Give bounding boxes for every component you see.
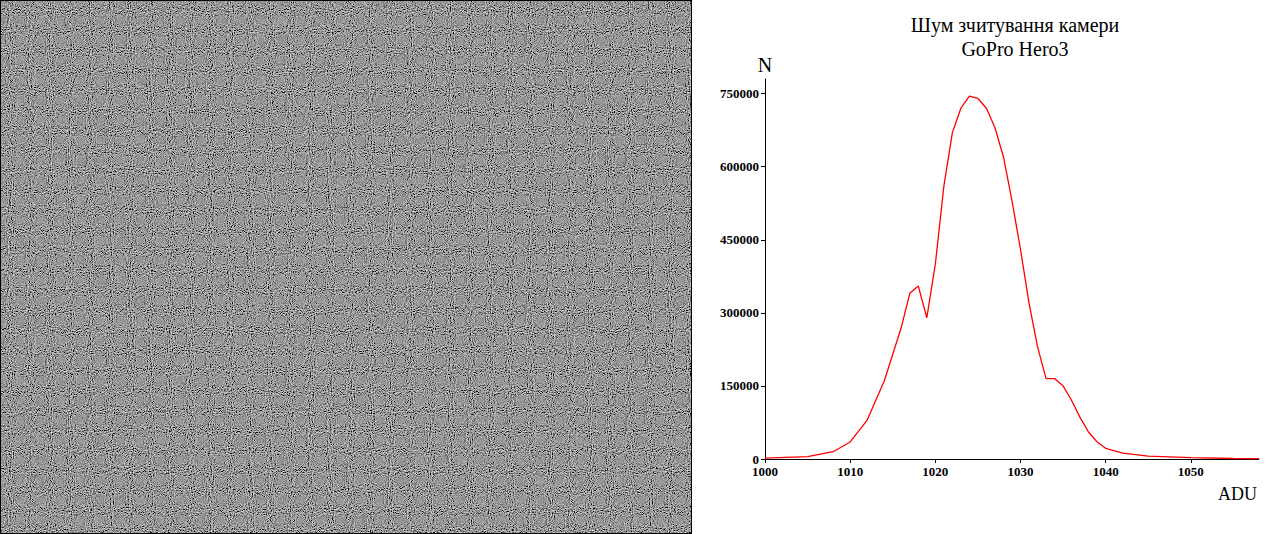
- svg-text:450000: 450000: [720, 232, 759, 247]
- svg-text:0: 0: [752, 451, 759, 467]
- svg-text:1050: 1050: [1178, 464, 1204, 479]
- svg-text:Шум зчитування камери: Шум зчитування камери: [911, 14, 1120, 37]
- svg-text:1000: 1000: [752, 464, 778, 479]
- svg-text:750000: 750000: [720, 86, 759, 101]
- svg-text:1040: 1040: [1093, 464, 1119, 479]
- svg-text:1010: 1010: [837, 464, 863, 479]
- svg-text:GoPro Hero3: GoPro Hero3: [961, 38, 1068, 60]
- svg-text:150000: 150000: [720, 378, 759, 393]
- svg-text:N: N: [758, 54, 772, 76]
- svg-text:1030: 1030: [1008, 464, 1034, 479]
- svg-text:600000: 600000: [720, 159, 759, 174]
- svg-text:ADU: ADU: [1218, 484, 1257, 504]
- svg-text:1020: 1020: [922, 464, 948, 479]
- svg-text:300000: 300000: [720, 305, 759, 320]
